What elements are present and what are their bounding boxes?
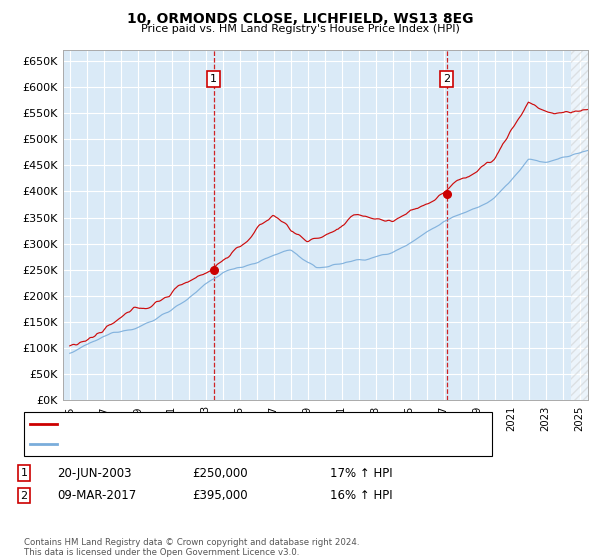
Text: 09-MAR-2017: 09-MAR-2017 xyxy=(57,489,136,502)
Text: £395,000: £395,000 xyxy=(192,489,248,502)
Text: 20-JUN-2003: 20-JUN-2003 xyxy=(57,466,131,480)
Text: 17% ↑ HPI: 17% ↑ HPI xyxy=(330,466,392,480)
Text: 1: 1 xyxy=(20,468,28,478)
Text: Price paid vs. HM Land Registry's House Price Index (HPI): Price paid vs. HM Land Registry's House … xyxy=(140,24,460,34)
Text: 1: 1 xyxy=(210,74,217,84)
Text: 2: 2 xyxy=(443,74,450,84)
Text: HPI: Average price, detached house, Lichfield: HPI: Average price, detached house, Lich… xyxy=(63,439,300,449)
Text: £250,000: £250,000 xyxy=(192,466,248,480)
Text: 2: 2 xyxy=(20,491,28,501)
Text: 16% ↑ HPI: 16% ↑ HPI xyxy=(330,489,392,502)
Text: 10, ORMONDS CLOSE, LICHFIELD, WS13 8EG (detached house): 10, ORMONDS CLOSE, LICHFIELD, WS13 8EG (… xyxy=(63,419,391,429)
Text: 10, ORMONDS CLOSE, LICHFIELD, WS13 8EG: 10, ORMONDS CLOSE, LICHFIELD, WS13 8EG xyxy=(127,12,473,26)
Text: Contains HM Land Registry data © Crown copyright and database right 2024.
This d: Contains HM Land Registry data © Crown c… xyxy=(24,538,359,557)
